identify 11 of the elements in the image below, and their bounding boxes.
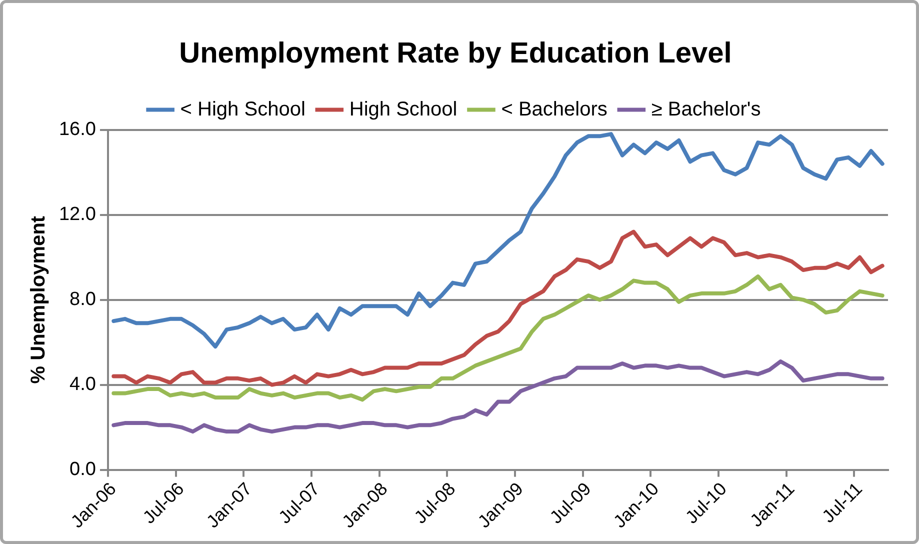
y-tick-label: 4.0 xyxy=(70,374,96,396)
legend-label: < High School xyxy=(180,98,306,120)
y-tick-label: 12.0 xyxy=(58,204,96,226)
legend-label: ≥ Bachelor's xyxy=(651,98,761,120)
y-tick-label: 0.0 xyxy=(70,459,96,480)
y-axis-title: % Unemployment xyxy=(28,216,50,384)
chart-title: Unemployment Rate by Education Level xyxy=(179,37,732,70)
legend-label: < Bachelors xyxy=(501,98,608,120)
legend-label: High School xyxy=(349,98,458,120)
y-tick-label: 8.0 xyxy=(70,289,96,310)
y-tick-label: 16.0 xyxy=(58,119,96,140)
